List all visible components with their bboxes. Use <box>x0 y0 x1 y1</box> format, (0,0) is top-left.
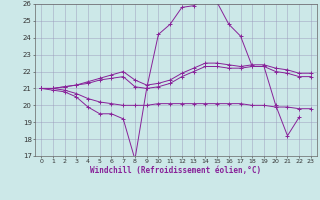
X-axis label: Windchill (Refroidissement éolien,°C): Windchill (Refroidissement éolien,°C) <box>91 166 261 175</box>
